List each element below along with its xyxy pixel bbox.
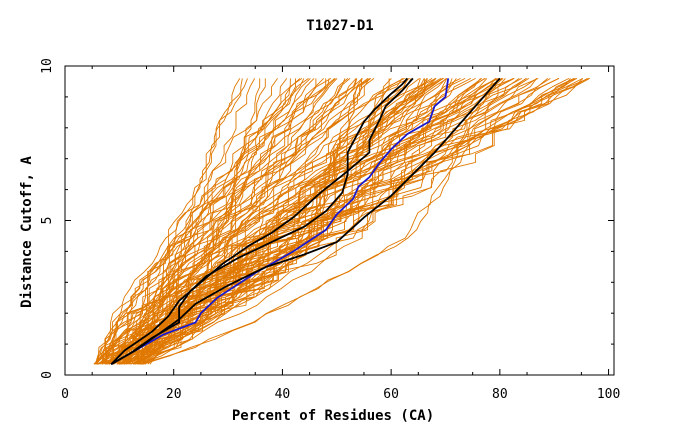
chart-title: T1027-D1 (306, 18, 373, 34)
model-curve (126, 78, 375, 365)
model-curve (108, 78, 327, 365)
highlight-curve-2 (110, 77, 409, 365)
model-curve (116, 78, 571, 365)
model-curve (123, 78, 476, 365)
x-tick-label: 60 (383, 387, 399, 402)
model-curve (130, 78, 584, 365)
model-curve (142, 77, 539, 365)
model-curve (138, 78, 403, 365)
model-curve (102, 78, 335, 365)
model-curve (120, 78, 317, 365)
model-curve (141, 78, 486, 365)
model-curve (113, 78, 248, 365)
x-axis-title: Percent of Residues (CA) (232, 408, 434, 424)
model-curve (143, 78, 437, 365)
model-curve (118, 78, 392, 365)
y-tick-label: 10 (40, 58, 55, 74)
x-tick-label: 80 (492, 387, 508, 402)
model-curve (106, 77, 575, 365)
model-curve (113, 77, 560, 365)
model-curve (97, 78, 370, 365)
model-curve (105, 78, 498, 365)
model-curve (143, 78, 457, 365)
model-curve (138, 78, 305, 365)
highlight-curve-1 (110, 78, 450, 365)
model-curve (118, 78, 243, 365)
model-curve (136, 78, 551, 365)
highlight-curve-3 (110, 77, 414, 365)
model-curve (124, 78, 404, 365)
x-tick-label: 0 (61, 387, 69, 402)
y-tick-label: 5 (40, 217, 55, 225)
model-curve (140, 78, 363, 365)
model-curve (142, 78, 506, 365)
model-curve (106, 78, 336, 365)
x-tick-label: 100 (597, 387, 620, 402)
axis-layer: 0 20 40 60 80 100 0 5 10 (40, 58, 620, 402)
highlight-layer (110, 77, 501, 365)
y-axis-title: Distance Cutoff, A (19, 156, 35, 308)
highlight-curve-4 (110, 77, 501, 365)
model-curve (144, 77, 500, 365)
model-curve (133, 78, 330, 365)
model-curve (149, 78, 425, 365)
x-tick-label: 20 (166, 387, 182, 402)
model-curve (97, 78, 325, 365)
x-tick-label: 40 (275, 387, 291, 402)
model-curve (93, 78, 332, 365)
y-tick-label: 0 (40, 371, 55, 379)
model-curve (112, 78, 291, 365)
model-curve (94, 78, 301, 365)
